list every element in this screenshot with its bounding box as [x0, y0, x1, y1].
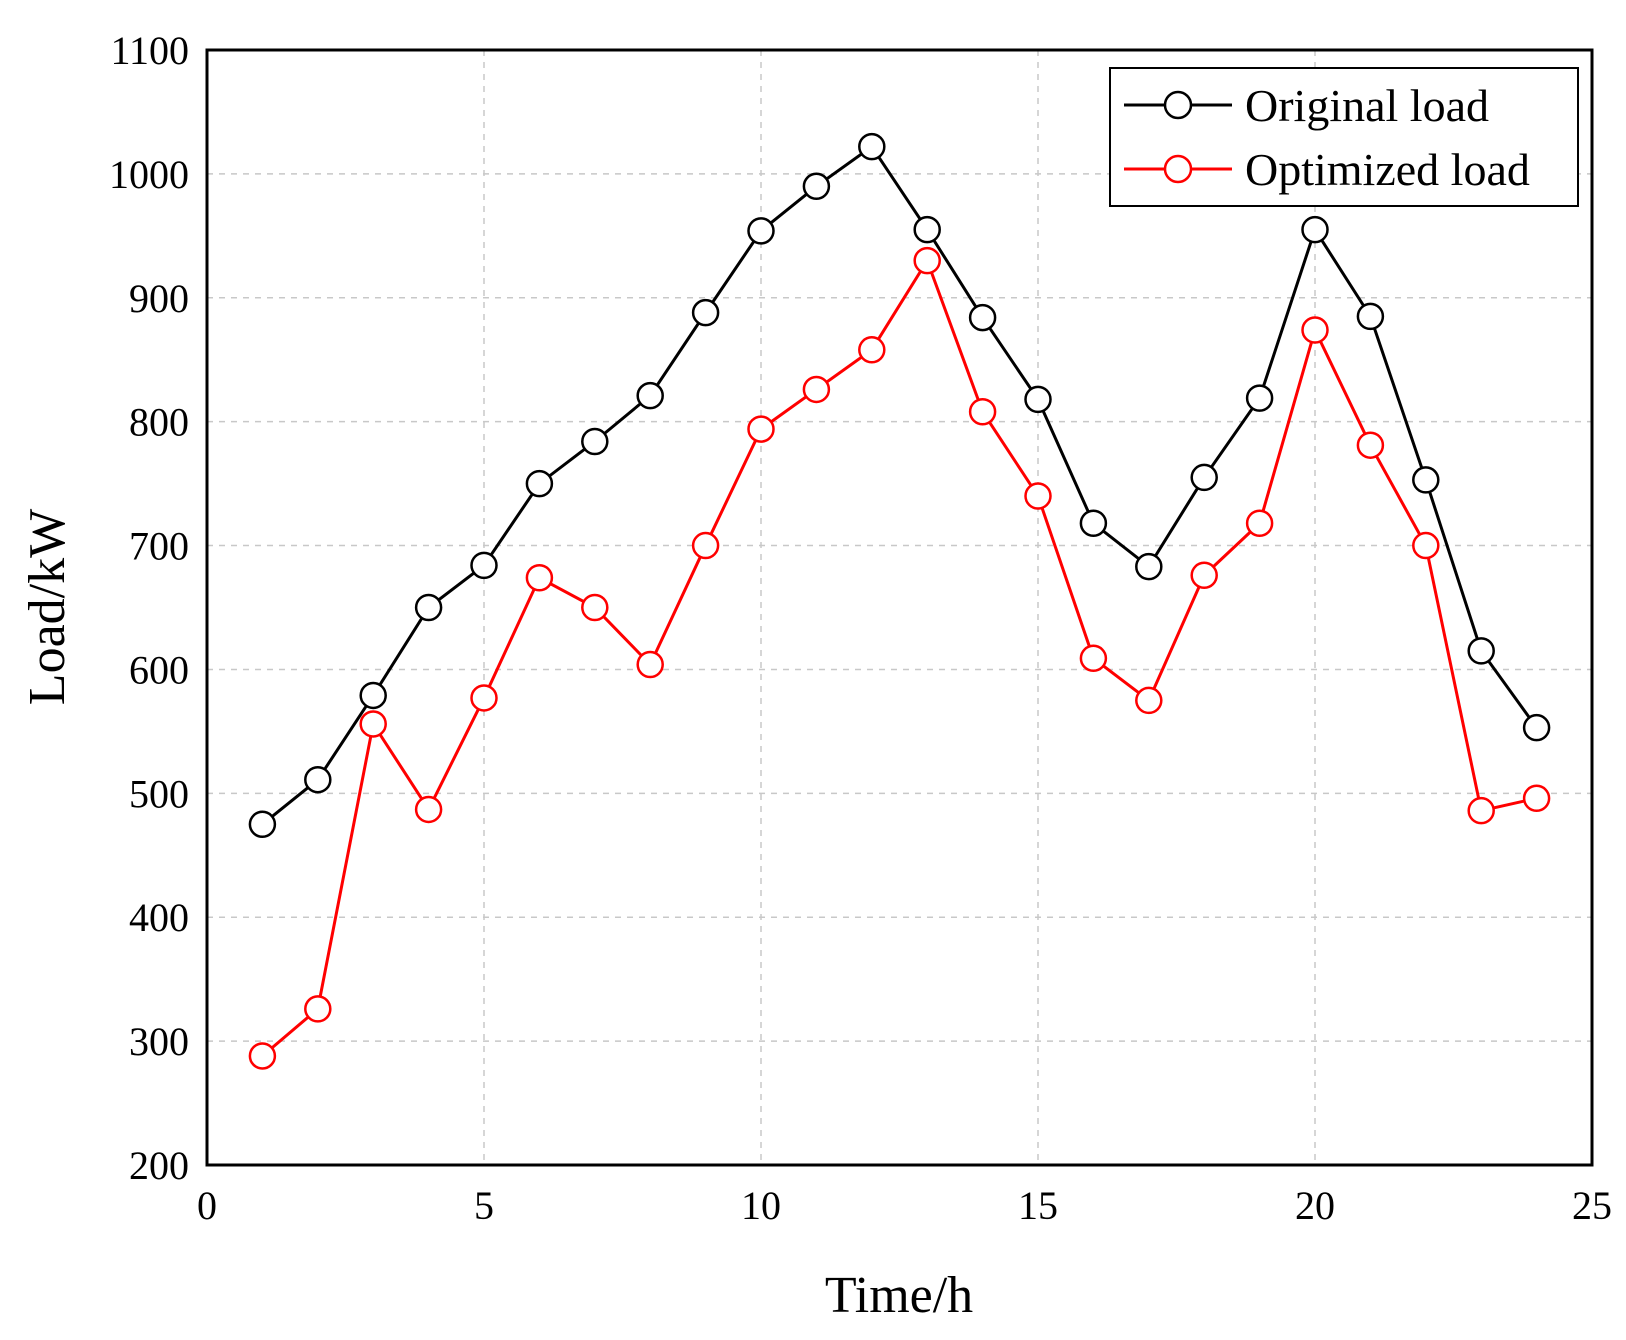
data-point-optimized-load — [1079, 644, 1108, 673]
data-point-original-load — [1356, 302, 1385, 331]
x-tick-label: 25 — [1572, 1183, 1612, 1228]
data-point-optimized-load — [1522, 784, 1551, 813]
x-tick-label: 5 — [474, 1183, 494, 1228]
data-point-original-load — [1522, 713, 1551, 742]
x-tick-label: 15 — [1018, 1183, 1058, 1228]
x-tick-label: 10 — [741, 1183, 781, 1228]
y-axis-title: Load/kW — [19, 509, 76, 705]
data-point-original-load — [858, 132, 886, 161]
axis-ticks: 0 5 10 15 20 25 200 300 400 500 600 700 800 900 1000 11… — [109, 28, 1612, 1228]
data-point-optimized-load — [691, 531, 720, 560]
y-tick-label: 1100 — [110, 28, 189, 73]
data-point-optimized-load — [1190, 561, 1218, 590]
y-tick-label: 500 — [129, 771, 189, 816]
series-line-original-load — [261, 144, 1538, 826]
plot-frame — [205, 48, 1594, 1167]
data-point-optimized-load — [470, 684, 498, 712]
data-point-original-load — [1467, 637, 1495, 665]
data-point-optimized-load — [1412, 531, 1440, 560]
data-point-original-load — [1412, 466, 1440, 494]
data-point-original-load — [1079, 509, 1108, 538]
data-point-optimized-load — [359, 710, 387, 738]
data-point-original-load — [636, 381, 664, 410]
data-point-optimized-load — [802, 375, 831, 404]
data-point-original-load — [913, 215, 941, 244]
data-point-optimized-load — [1301, 316, 1329, 344]
data-point-original-load — [691, 298, 720, 327]
data-point-optimized-load — [747, 415, 775, 443]
grid — [207, 50, 1592, 1165]
data-point-original-load — [1301, 215, 1329, 244]
y-tick-label: 700 — [129, 524, 189, 569]
data-point-original-load — [802, 172, 831, 201]
legend-box — [1109, 67, 1579, 207]
data-point-optimized-load — [636, 650, 664, 679]
series-layer — [248, 132, 1551, 1070]
legend: Original load Optimized load — [1109, 67, 1579, 207]
x-tick-label: 20 — [1295, 1183, 1335, 1228]
y-tick-label: 1000 — [109, 152, 189, 197]
data-point-original-load — [1135, 552, 1163, 581]
legend-marker-original — [1163, 90, 1193, 120]
data-point-optimized-load — [913, 246, 941, 275]
data-point-original-load — [248, 810, 277, 839]
y-tick-label: 900 — [129, 276, 189, 321]
data-point-optimized-load — [1245, 509, 1274, 538]
data-point-optimized-load — [581, 593, 609, 622]
data-point-original-load — [1245, 384, 1274, 412]
data-point-original-load — [581, 427, 609, 456]
data-point-original-load — [968, 303, 997, 332]
data-point-original-load — [1024, 385, 1052, 414]
data-point-optimized-load — [248, 1042, 277, 1070]
legend-label-optimized: Optimized load — [1245, 144, 1530, 195]
data-point-original-load — [304, 765, 332, 794]
y-tick-label: 300 — [129, 1019, 189, 1064]
data-point-original-load — [1190, 463, 1218, 492]
legend-label-original: Original load — [1245, 80, 1489, 131]
data-point-optimized-load — [1467, 796, 1495, 825]
x-tick-label: 0 — [197, 1183, 217, 1228]
data-point-original-load — [525, 469, 554, 498]
data-point-optimized-load — [1356, 431, 1385, 459]
data-point-optimized-load — [304, 995, 332, 1023]
data-point-optimized-load — [858, 336, 886, 364]
data-point-optimized-load — [1024, 482, 1052, 510]
legend-marker-optimized — [1163, 154, 1193, 184]
data-point-original-load — [747, 217, 775, 245]
series-line-optimized-load — [261, 257, 1537, 1058]
y-tick-label: 600 — [129, 647, 189, 692]
data-point-optimized-load — [414, 795, 443, 824]
y-tick-label: 200 — [129, 1143, 189, 1188]
data-point-optimized-load — [525, 564, 554, 592]
data-point-original-load — [414, 593, 443, 622]
y-tick-label: 400 — [129, 895, 189, 940]
y-tick-label: 800 — [129, 400, 189, 445]
data-point-original-load — [359, 681, 387, 710]
data-point-optimized-load — [968, 398, 997, 426]
data-point-optimized-load — [1135, 686, 1163, 715]
data-point-original-load — [470, 551, 498, 580]
x-axis-title: Time/h — [825, 1267, 973, 1324]
